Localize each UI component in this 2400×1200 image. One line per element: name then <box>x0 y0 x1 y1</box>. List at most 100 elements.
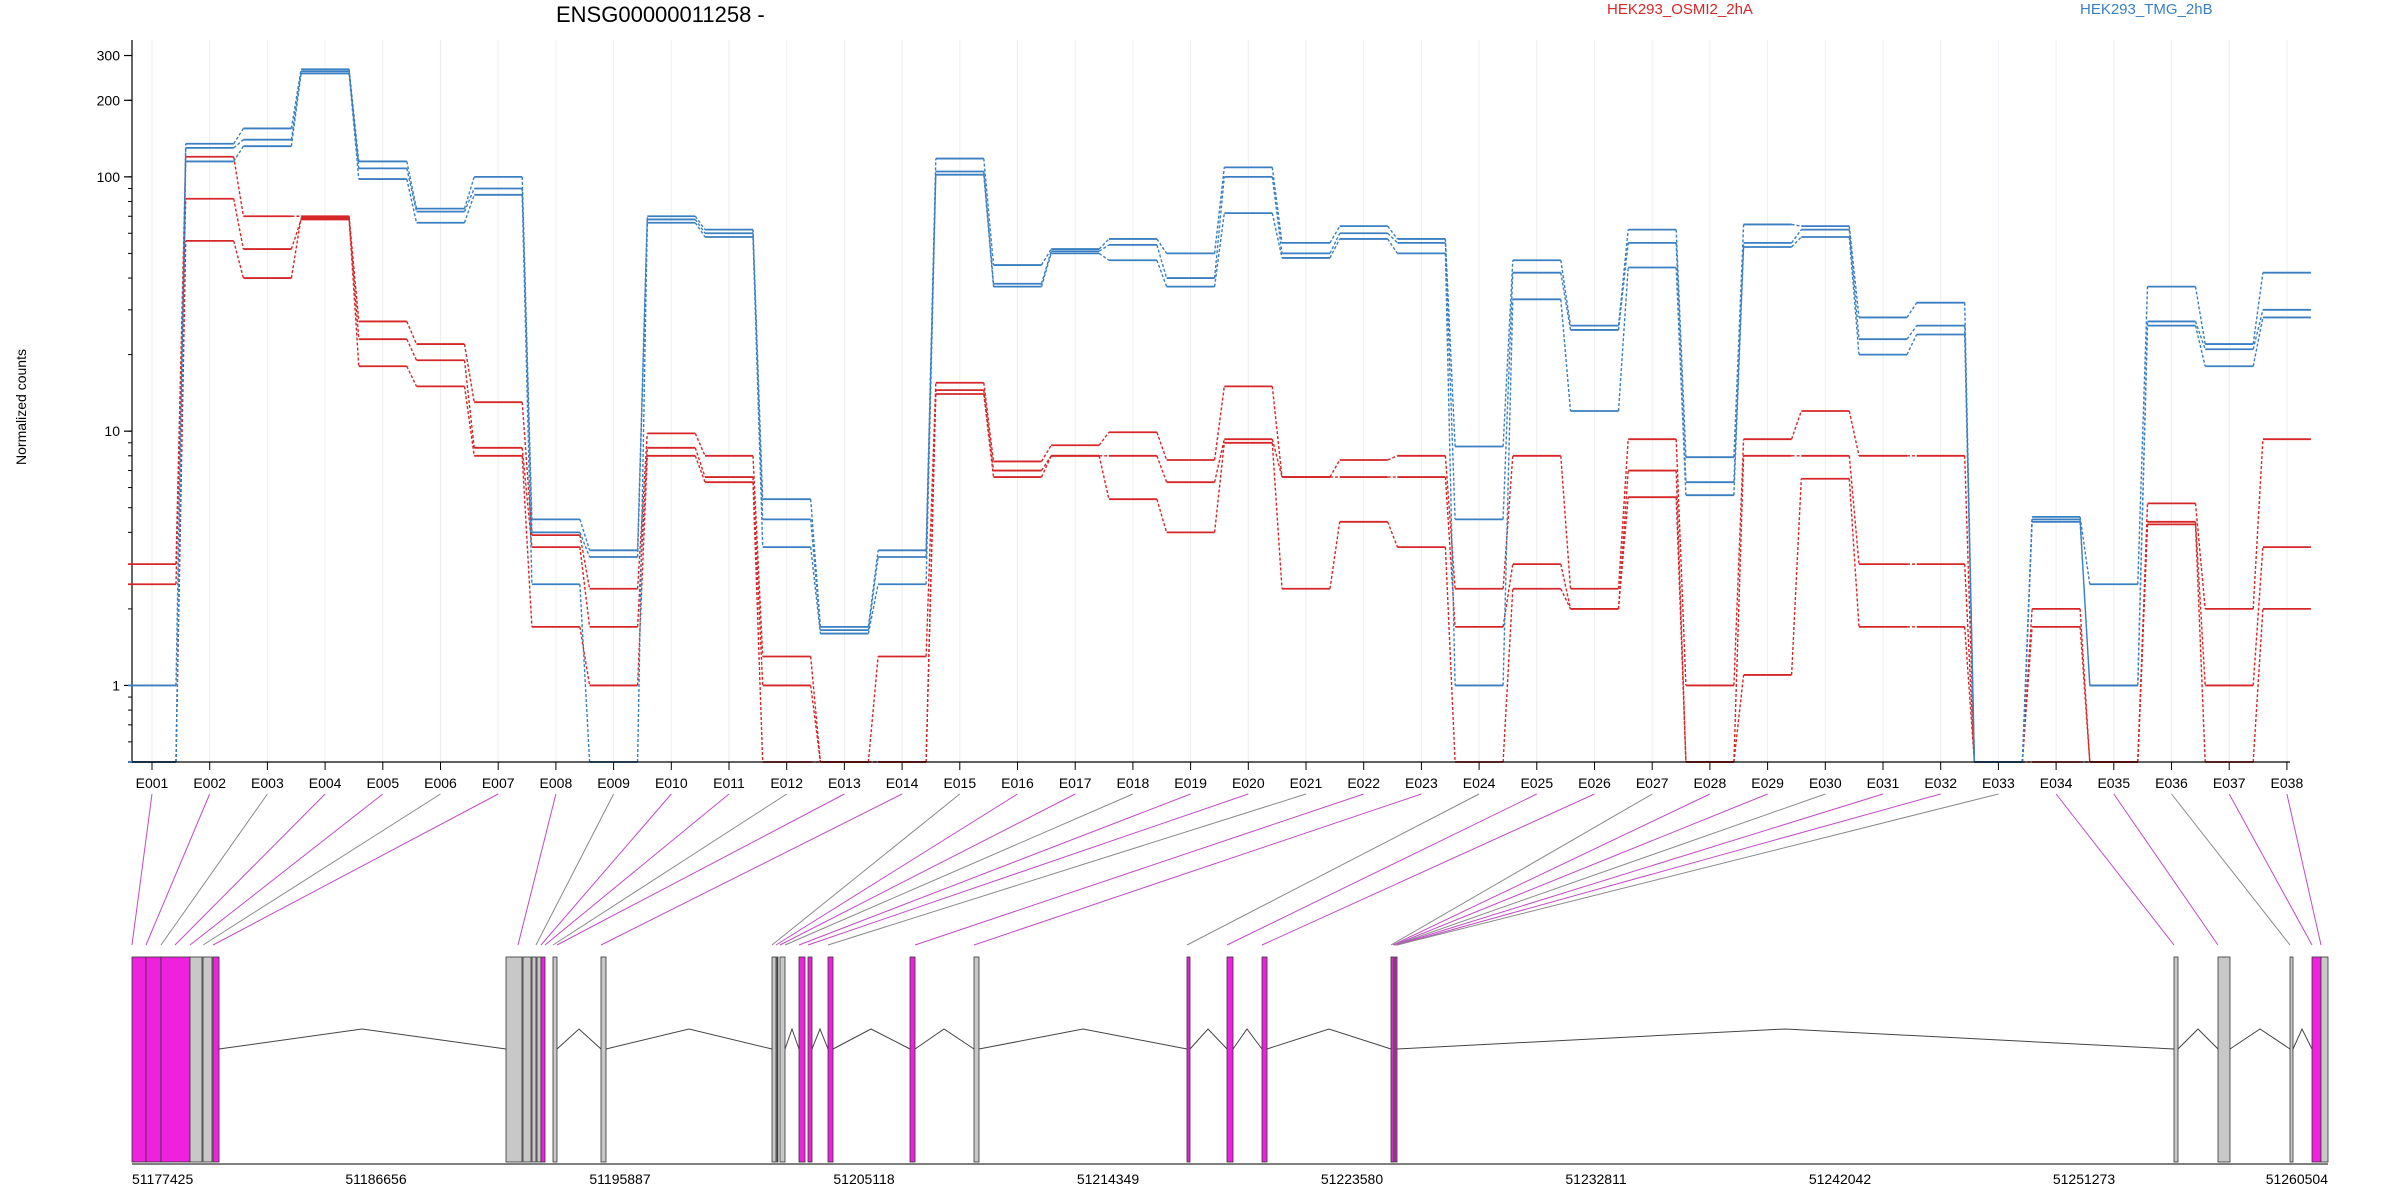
series-connector <box>810 519 822 631</box>
y-tick-label: 300 <box>97 48 121 64</box>
exon-label: E010 <box>655 775 688 791</box>
series-connector <box>694 455 706 483</box>
series-connector <box>1213 439 1225 483</box>
exon-connector <box>1396 793 1941 946</box>
exon-block <box>531 956 537 1163</box>
series-connector <box>1444 253 1456 686</box>
exon-label: E018 <box>1117 775 1150 791</box>
series-6 <box>128 72 2311 763</box>
exon-label: E033 <box>1982 775 2015 791</box>
series-connector <box>1329 225 1341 244</box>
exon-connector <box>1395 793 1884 946</box>
series-connector <box>233 198 245 250</box>
series-connector <box>1560 563 1572 610</box>
exon-block <box>2311 956 2322 1163</box>
series-connector <box>1791 229 1802 244</box>
series-connector <box>2079 608 2091 763</box>
series-connector <box>1098 244 1110 252</box>
exon-label: E006 <box>424 775 457 791</box>
exon-connector <box>973 793 1422 946</box>
series-connector <box>1560 455 1572 589</box>
exon-connector <box>807 793 1249 946</box>
exon-connector <box>145 793 211 946</box>
coordinate-label: 51186656 <box>345 1171 406 1187</box>
series-connector <box>1675 242 1687 483</box>
series-connector <box>406 365 418 387</box>
intron-line <box>811 1027 829 1050</box>
exon-label: E035 <box>2097 775 2130 791</box>
series-connector <box>1271 386 1283 478</box>
coordinate-label: 51177425 <box>132 1171 193 1187</box>
exon-label: E021 <box>1290 775 1323 791</box>
intron-line <box>832 1028 911 1050</box>
series-connector <box>290 219 302 250</box>
exon-label: E003 <box>251 775 284 791</box>
series-connector <box>348 71 360 169</box>
intron-line <box>914 1028 975 1050</box>
series-connector <box>1040 455 1052 478</box>
series-connector <box>1848 229 1860 340</box>
series-connector <box>694 222 706 238</box>
series-connector <box>1156 455 1168 483</box>
series-connector <box>1791 236 1802 248</box>
series-connector <box>463 386 475 456</box>
exon-connector <box>2055 793 2175 946</box>
intron-line <box>784 1027 800 1050</box>
series-connector <box>983 171 995 284</box>
exon-label: E023 <box>1405 775 1438 791</box>
exon-connector <box>1392 793 1711 946</box>
series-connector <box>1502 564 1514 627</box>
series-connector <box>1675 267 1687 496</box>
series-connector <box>1040 248 1052 266</box>
series-connector <box>752 236 764 548</box>
series-connector <box>521 402 533 536</box>
series-connector <box>1156 244 1168 279</box>
intron-line <box>2292 1027 2313 1050</box>
series-connector <box>233 128 244 145</box>
exon-block <box>1261 956 1268 1163</box>
exon-block <box>131 956 147 1163</box>
series-connector <box>694 433 706 457</box>
exon-connectors <box>131 793 2322 946</box>
exon-block <box>1186 956 1191 1163</box>
series-connector <box>1733 455 1745 763</box>
exon-block <box>189 956 203 1163</box>
exon-label: E020 <box>1232 775 1265 791</box>
exon-label: E012 <box>770 775 803 791</box>
exon-block <box>776 956 779 1163</box>
exon-connector <box>600 793 903 946</box>
exon-connector <box>779 793 1076 946</box>
exon-block <box>1390 956 1395 1163</box>
exon-label: E011 <box>713 775 745 791</box>
series-connector <box>752 482 764 763</box>
series-connector <box>1098 431 1110 446</box>
series-connector <box>463 194 475 223</box>
exon-label: E019 <box>1174 775 1207 791</box>
series-connector <box>1560 260 1572 326</box>
series-connector <box>1040 444 1052 462</box>
exon-label: E013 <box>828 775 861 791</box>
series-connector <box>1848 236 1860 355</box>
series-connector <box>175 161 187 763</box>
series-connector <box>1675 439 1687 686</box>
exon-connector <box>775 793 1018 946</box>
series-connector <box>175 156 187 565</box>
series-connector <box>1156 432 1168 461</box>
series-connector <box>579 519 591 551</box>
intron-line <box>1232 1028 1263 1050</box>
exon-connector <box>798 793 1191 946</box>
exon-block <box>1226 956 1234 1163</box>
series-connector <box>1040 253 1052 287</box>
exon-connector <box>1226 793 1538 946</box>
exon-label: E024 <box>1463 775 1496 791</box>
series-connector <box>2079 521 2091 686</box>
series-connector <box>694 447 706 478</box>
exon-connector <box>914 793 1364 946</box>
exon-label: E007 <box>482 775 515 791</box>
series-connector <box>521 194 533 585</box>
series-connector <box>1271 167 1283 243</box>
series-connector <box>1675 470 1687 763</box>
series-connector <box>1271 212 1283 259</box>
series-connector <box>1213 442 1225 533</box>
series-connector <box>1098 455 1110 500</box>
